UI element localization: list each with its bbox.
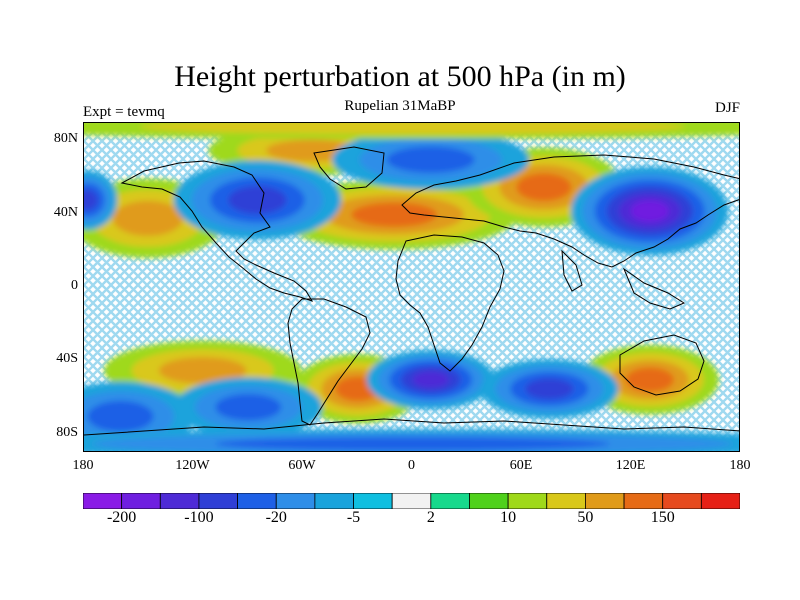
colorbar-tick-label: -200 bbox=[106, 509, 137, 526]
season-label: DJF bbox=[714, 100, 740, 116]
colorbar-tick-label: 50 bbox=[577, 509, 594, 526]
africa-coast bbox=[395, 234, 505, 372]
colorbar-swatch bbox=[623, 493, 664, 509]
map-panel bbox=[83, 122, 740, 452]
field-anomaly-13-level-3 bbox=[525, 378, 574, 400]
colorbar-canvas bbox=[83, 493, 740, 509]
colorbar-swatch bbox=[159, 493, 200, 509]
field-anomaly-6-level-3 bbox=[625, 367, 674, 392]
lon-tick-label: 60W bbox=[288, 458, 316, 473]
colorbar-swatch bbox=[198, 493, 238, 509]
colorbar-swatch bbox=[585, 493, 625, 509]
field-anomaly-16-level-1 bbox=[139, 123, 686, 135]
field-anomaly-2-level-3 bbox=[516, 173, 572, 201]
colorbar-swatch bbox=[314, 493, 354, 509]
india-coast bbox=[561, 249, 583, 292]
colorbar-swatch bbox=[430, 493, 470, 509]
colorbar-swatch bbox=[507, 493, 548, 509]
coastlines bbox=[84, 146, 739, 436]
antarctica-coast bbox=[84, 418, 739, 436]
lat-tick-label: 80N bbox=[53, 131, 78, 147]
field-anomaly-0-level-2 bbox=[112, 200, 183, 236]
north-america-coast bbox=[120, 160, 314, 302]
australia-coast bbox=[619, 334, 705, 396]
field-anomaly-9-level-2 bbox=[386, 146, 475, 173]
colorbar-swatch bbox=[237, 493, 277, 509]
colorbar-swatch bbox=[546, 493, 586, 509]
colorbar-tick-label: -5 bbox=[346, 509, 361, 526]
field-anomaly-5-level-2 bbox=[158, 357, 247, 384]
lon-tick-label: 120E bbox=[615, 458, 646, 473]
colorbar-swatch bbox=[391, 493, 432, 509]
eurasia-coast bbox=[401, 154, 739, 268]
field-anomaly-15-level-2 bbox=[215, 437, 610, 451]
map-canvas bbox=[84, 123, 739, 451]
colorbar-swatch bbox=[275, 493, 316, 509]
lat-tick-label: 0 bbox=[71, 278, 78, 293]
colorbar-swatch bbox=[353, 493, 393, 509]
south-america-coast bbox=[287, 298, 371, 426]
period-label: Rupelian 31MaBP bbox=[344, 98, 456, 114]
experiment-label: Expt = tevmq bbox=[83, 104, 165, 120]
colorbar-tick-label: 150 bbox=[650, 509, 675, 526]
colorbar-tick-label: -20 bbox=[265, 509, 287, 526]
lon-tick-label: 120W bbox=[175, 458, 210, 473]
colorbar-swatch bbox=[469, 493, 509, 509]
lon-tick-label: 0 bbox=[408, 458, 415, 473]
field-anomaly-10-level-3 bbox=[84, 189, 98, 211]
plot-title: Height perturbation at 500 hPa (in m) bbox=[174, 60, 626, 93]
colorbar-swatch bbox=[83, 493, 123, 509]
southeast-asia-coast bbox=[622, 267, 686, 310]
field-anomaly-7-level-5 bbox=[630, 200, 669, 222]
lon-tick-label: 180 bbox=[72, 458, 94, 473]
field-anomaly-8-level-3 bbox=[228, 186, 287, 214]
field-anomaly-11-level-4 bbox=[412, 371, 450, 389]
colorbar-tick-label: 2 bbox=[426, 509, 435, 526]
colorbar-swatch bbox=[121, 493, 161, 509]
colorbar-swatch bbox=[700, 493, 740, 509]
lat-tick-label: 80S bbox=[56, 424, 78, 440]
colorbar bbox=[83, 493, 740, 509]
colorbar-tick-label: -100 bbox=[184, 509, 214, 526]
lat-tick-label: 40S bbox=[56, 351, 78, 367]
lat-tick-label: 40N bbox=[53, 204, 78, 220]
colorbar-tick-label: 10 bbox=[500, 509, 517, 526]
lon-tick-label: 60E bbox=[509, 458, 533, 473]
field-layer bbox=[84, 123, 739, 451]
colorbar-swatch bbox=[662, 493, 702, 509]
field-anomaly-14-level-2 bbox=[87, 400, 154, 432]
field-anomaly-1-level-3 bbox=[351, 202, 438, 227]
greenland-coast bbox=[313, 146, 385, 190]
lon-tick-label: 180 bbox=[729, 458, 751, 473]
field-anomaly-12-level-2 bbox=[215, 393, 282, 421]
